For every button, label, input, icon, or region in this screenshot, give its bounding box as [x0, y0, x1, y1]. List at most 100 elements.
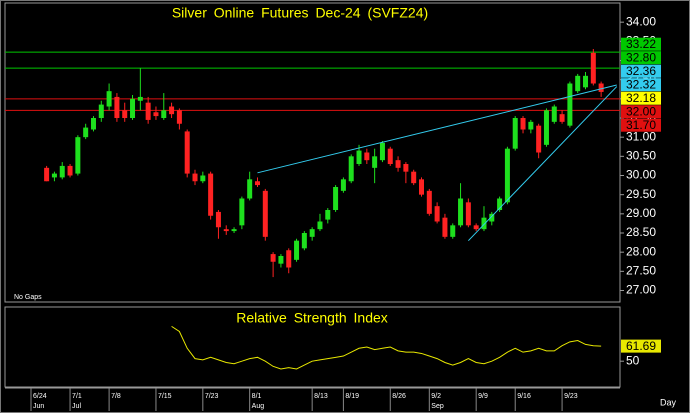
candle-body [247, 179, 253, 199]
x-tick-label: 7/23 [205, 393, 219, 400]
rsi-title: Relative Strength Index [236, 310, 388, 326]
x-tick-label: 7/15 [158, 393, 172, 400]
chart-title: Silver Online Futures Dec-24 (SVFZ24) [172, 5, 428, 21]
candle-body [450, 225, 456, 237]
candle-body [192, 173, 198, 182]
candle-body [559, 114, 565, 122]
candle-body [145, 102, 151, 120]
candle-body [458, 198, 464, 226]
candle-body [51, 173, 57, 178]
candle-body [379, 142, 385, 161]
y-tick-label: 29.00 [626, 206, 656, 220]
price-tag [621, 105, 661, 119]
candle-body [59, 165, 65, 178]
value-tag [621, 339, 661, 353]
candle-body [512, 118, 518, 149]
trend-line [467, 86, 618, 242]
month-label: Jul [72, 403, 81, 410]
candle-body [504, 148, 510, 203]
y-tick-label: 28.50 [626, 225, 656, 239]
candle-body [426, 190, 432, 214]
candle-body [176, 110, 182, 124]
candle-body [278, 256, 284, 264]
candle-body [419, 179, 424, 195]
candle-body [200, 175, 206, 182]
candle-body [67, 165, 73, 176]
x-tick-label: 6/24 [33, 393, 47, 400]
trend-line [257, 84, 617, 174]
candle-body [489, 213, 495, 222]
candle-body [286, 250, 292, 268]
price-tag-label: 32.00 [626, 104, 656, 118]
candle-body [403, 164, 409, 172]
candle-body [497, 198, 503, 210]
x-tick-label: 9/23 [564, 393, 578, 400]
candle-body [270, 254, 276, 262]
candle-body [348, 156, 354, 182]
candle-body [543, 110, 549, 145]
candle-body [83, 127, 89, 138]
y-tick-label: 31.00 [626, 129, 656, 143]
candle-body [215, 211, 221, 228]
candle-body [372, 156, 378, 168]
x-tick-label: 8/1 [252, 393, 262, 400]
x-tick-label: 8/26 [392, 393, 406, 400]
candle-body [223, 229, 229, 232]
candle-body [340, 179, 346, 191]
candle-body [598, 83, 604, 92]
y-tick-label: 30.50 [626, 149, 656, 163]
candle-body [528, 121, 534, 130]
candle-body [98, 104, 104, 118]
plot-area [5, 49, 620, 278]
y-tick-label: 28.00 [626, 244, 656, 258]
month-label: Aug [252, 403, 265, 410]
candle-body [317, 221, 323, 230]
x-tick-label: 7/8 [111, 393, 121, 400]
candle-body [294, 240, 300, 260]
y-tick-label: 29.50 [626, 187, 656, 201]
candle-body [106, 91, 112, 107]
candle-body [90, 118, 96, 130]
annotation: No Gaps [14, 294, 42, 301]
price-tag [621, 78, 661, 92]
price-tag-label: 32.32 [626, 77, 656, 91]
price-tag [621, 118, 661, 132]
x-tick-label: 9/9 [478, 393, 488, 400]
x-tick-label: 7/1 [72, 393, 82, 400]
month-label: Sep [431, 403, 444, 410]
candle-body [169, 106, 175, 115]
y-tick-label: 50 [626, 353, 640, 367]
candle-body [44, 167, 50, 182]
candle-body [333, 187, 339, 210]
x-axis-label: Day [660, 397, 677, 407]
candle-body [184, 131, 190, 174]
candle-body [520, 118, 526, 130]
candle-body [583, 75, 589, 88]
y-tick-label: 27.00 [626, 283, 656, 297]
price-tag [621, 64, 661, 78]
candle-body [387, 148, 393, 164]
candle-body [481, 217, 487, 230]
candle-body [442, 217, 448, 237]
y-tick-label: 30.00 [626, 168, 656, 182]
candle-body [309, 229, 315, 237]
value-tag-label: 61.69 [626, 339, 656, 353]
price-tag-label: 31.70 [626, 118, 656, 132]
candle-body [161, 110, 167, 118]
price-panel [4, 2, 621, 303]
price-tag-label: 32.80 [626, 50, 656, 64]
x-tick-label: 8/19 [345, 393, 359, 400]
candle-body [208, 173, 214, 216]
candle-body [567, 83, 573, 126]
price-tag [621, 51, 661, 65]
price-tag [621, 91, 661, 105]
y-tick-label: 34.00 [626, 14, 656, 28]
price-tag-label: 32.18 [626, 91, 656, 105]
rsi-panel [4, 306, 621, 388]
price-tag-label: 32.36 [626, 64, 656, 78]
candle-body [254, 181, 260, 186]
candle-body [473, 225, 479, 230]
candle-body [411, 171, 417, 184]
